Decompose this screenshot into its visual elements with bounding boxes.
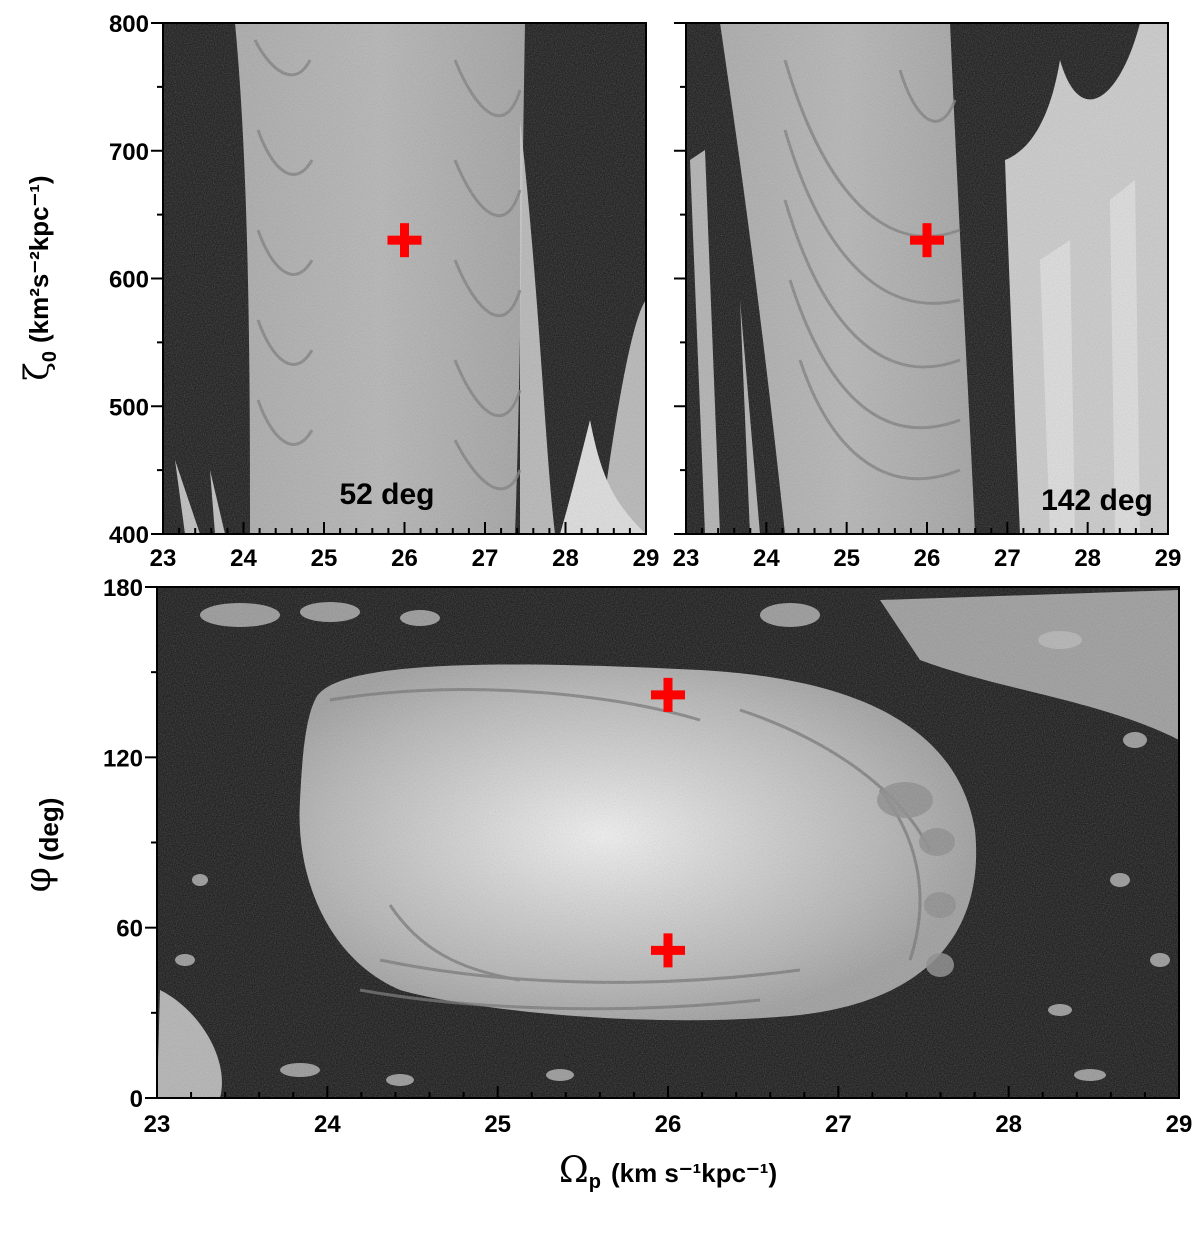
x-tick-label: 24 (314, 1111, 341, 1138)
y-tick-label: 500 (109, 394, 149, 421)
marker-cross-vertical (400, 223, 409, 258)
x-tick-label: 27 (825, 1111, 852, 1138)
svg-text:ζ0(km²s⁻²kpc⁻¹): ζ0 (km²s⁻²kpc⁻¹) (17, 175, 61, 380)
markers-top-left (387, 223, 422, 258)
omega-units: (km s⁻¹kpc⁻¹) (611, 1158, 777, 1188)
x-tick-label: 23 (144, 1111, 171, 1138)
y-tick-label: 60 (116, 916, 143, 943)
phi-symbol: φ (18, 867, 59, 892)
y-tick-label: 180 (103, 575, 143, 602)
y-axis-title-bottom: φ (deg) (18, 798, 64, 893)
x-tick-label: 29 (1155, 545, 1182, 572)
phi-units: (deg) (34, 798, 64, 862)
x-ticks-bottom: 23 24 25 26 27 28 29 (144, 1086, 1193, 1138)
x-tick-label: 26 (655, 1111, 682, 1138)
marker-cross-vertical (922, 223, 932, 258)
x-axis-title: Ωp (km s⁻¹kpc⁻¹) (559, 1150, 777, 1193)
x-tick-label: 27 (994, 545, 1021, 572)
markers-bottom (651, 677, 685, 968)
y-tick-label: 400 (109, 522, 149, 549)
y-tick-label: 700 (109, 139, 149, 166)
omega-subscript: p (589, 1171, 601, 1193)
x-tick-label: 26 (914, 545, 941, 572)
panel-annotation-top-left: 52 deg (339, 478, 434, 511)
y-ticks-top-left: 400 500 600 700 800 (109, 11, 163, 549)
y-tick-label: 120 (103, 745, 143, 772)
heatmap-image-bottom (157, 587, 1179, 1098)
x-ticks-top-left: 23 24 25 26 27 28 29 (150, 522, 660, 572)
x-tick-label: 28 (995, 1111, 1022, 1138)
x-tick-label: 25 (311, 545, 338, 572)
x-tick-label: 29 (1166, 1111, 1193, 1138)
panel-top-right: 23 24 25 26 27 28 29 142 deg (673, 22, 1182, 572)
y-ticks-bottom: 0 60 120 180 (103, 575, 157, 1113)
x-ticks-top-right: 23 24 25 26 27 28 29 (673, 522, 1182, 572)
heatmap-image-top-right (686, 23, 1168, 534)
x-tick-label: 25 (484, 1111, 511, 1138)
y-tick-label: 0 (130, 1086, 143, 1113)
marker-cross-vertical (663, 677, 673, 712)
x-tick-label: 24 (230, 545, 257, 572)
y-tick-label: 600 (109, 267, 149, 294)
x-tick-label: 29 (633, 545, 660, 572)
x-tick-label: 23 (673, 545, 700, 572)
marker-cross-vertical (663, 933, 673, 968)
x-tick-label: 27 (472, 545, 499, 572)
x-tick-label: 23 (150, 545, 177, 572)
y-tick-label: 800 (109, 11, 149, 38)
marker-cross (387, 223, 422, 258)
omega-symbol: Ω (559, 1150, 589, 1191)
markers-top-right (910, 223, 944, 258)
x-tick-label: 25 (833, 545, 860, 572)
marker-cross (910, 223, 944, 258)
x-tick-label: 28 (1074, 545, 1101, 572)
panel-annotation-top-right: 142 deg (1041, 484, 1153, 517)
zeta-symbol: ζ (17, 362, 57, 380)
panel-top-left: 23 24 25 26 27 28 29 400 500 600 700 800 52 deg (109, 11, 659, 572)
marker-cross (651, 677, 685, 712)
x-tick-label: 28 (552, 545, 579, 572)
svg-text:Ωp(km s⁻¹kpc⁻¹): Ωp (km s⁻¹kpc⁻¹) (559, 1150, 777, 1193)
x-tick-label: 24 (753, 545, 780, 572)
marker-cross (651, 933, 685, 968)
zeta-subscript: 0 (39, 351, 61, 362)
x-tick-label: 26 (391, 545, 418, 572)
zeta-units: (km²s⁻²kpc⁻¹) (24, 175, 54, 343)
y-ticks-top-right (674, 22, 686, 535)
svg-text:φ(deg): φ (deg) (18, 798, 64, 893)
y-axis-title-top: ζ0 (km²s⁻²kpc⁻¹) (17, 175, 61, 380)
heatmap-image-top-left (163, 23, 646, 534)
panel-bottom: 23 24 25 26 27 28 29 0 60 120 180 (103, 575, 1192, 1138)
